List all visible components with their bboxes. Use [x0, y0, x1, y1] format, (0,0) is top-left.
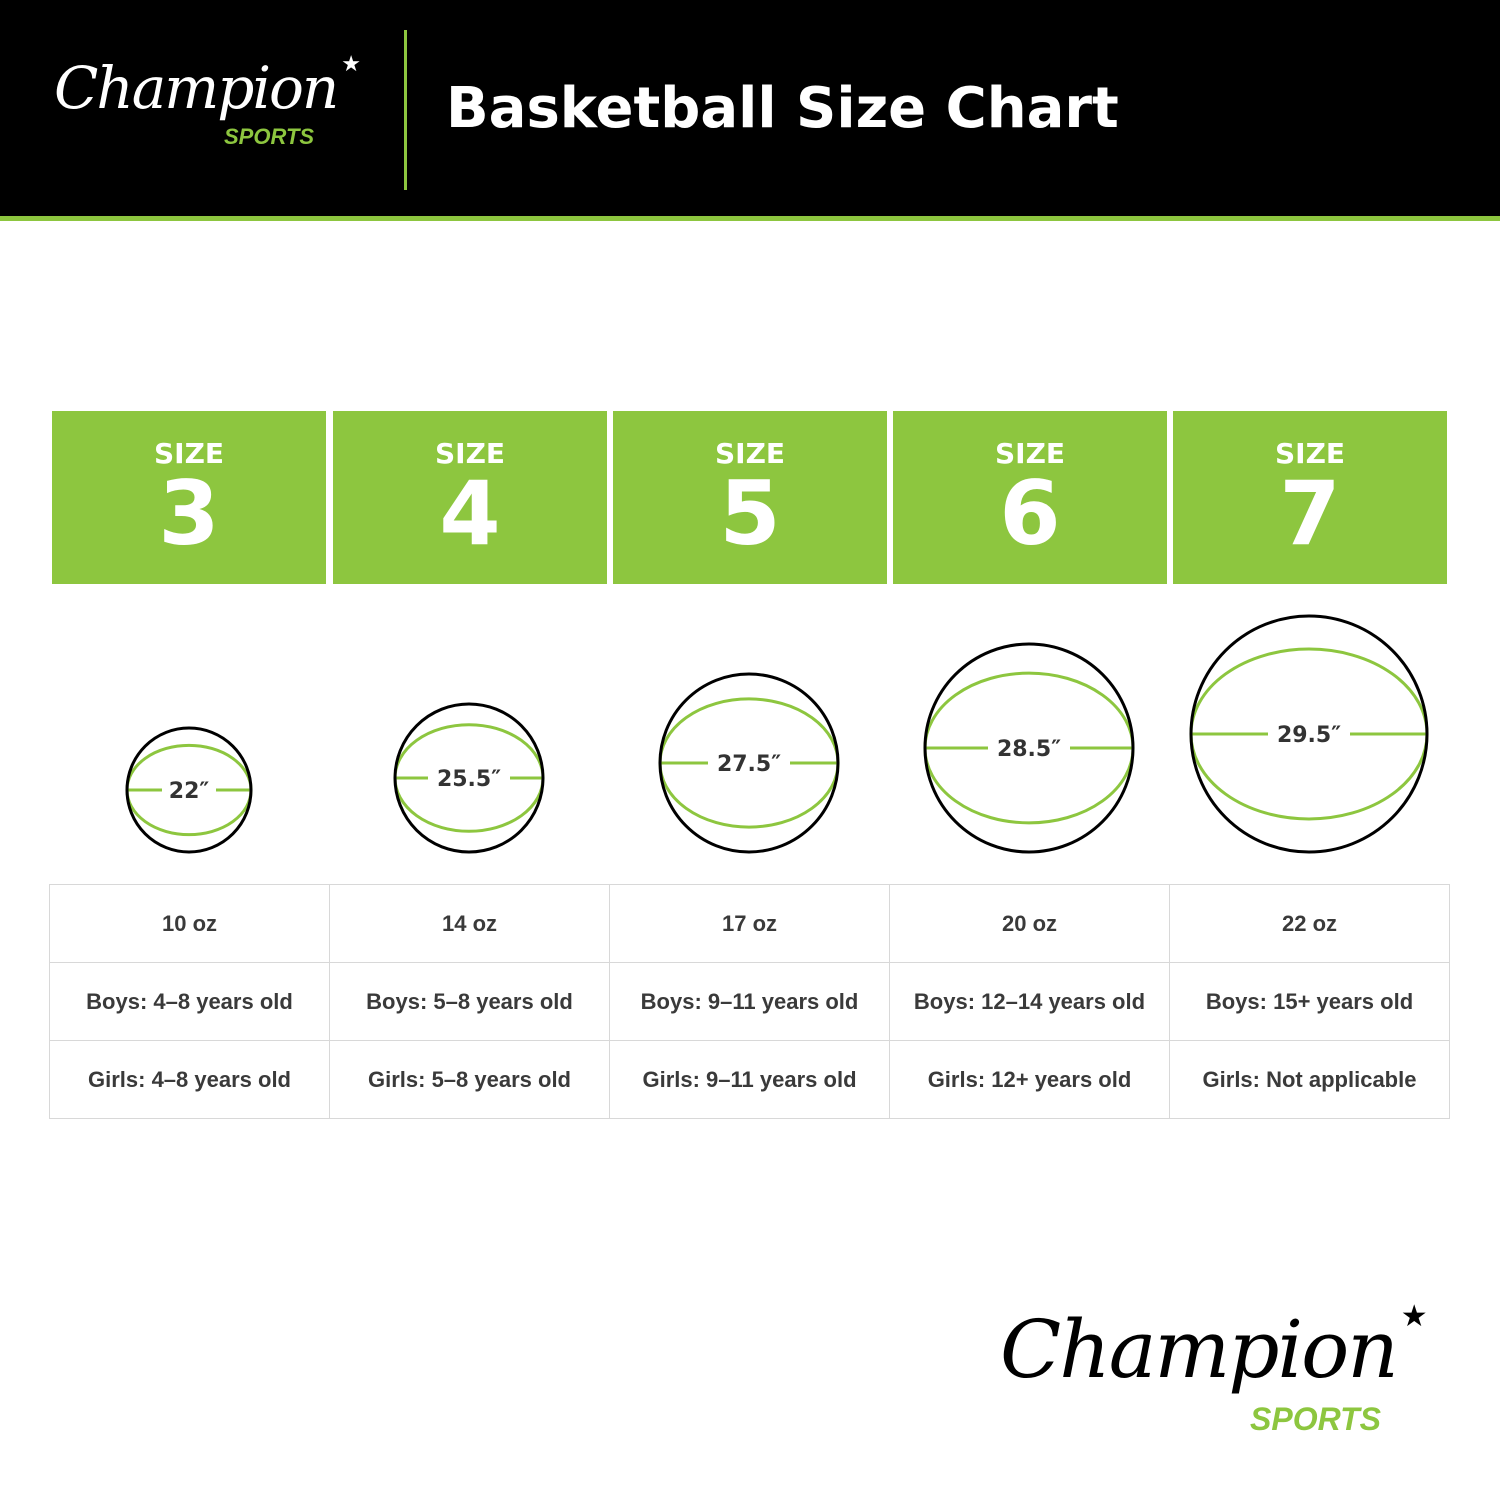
logo-script: Champion: [54, 54, 339, 122]
ball-size-6: 28.5″: [923, 642, 1135, 854]
girls-age-cell: Girls: 4–8 years old: [49, 1040, 330, 1119]
ball-outline: [393, 702, 545, 854]
ball-size-7: 29.5″: [1189, 614, 1429, 854]
ball-outline: [658, 672, 840, 854]
ball-size-4: 25.5″: [393, 702, 545, 854]
star-icon: ★: [341, 52, 361, 77]
size-number: 3: [158, 462, 220, 565]
logo-wordmark: Champion ★: [54, 52, 361, 124]
circumference-label: 25.5″: [437, 767, 501, 792]
boys-age-cell: Boys: 15+ years old: [1169, 962, 1450, 1041]
girls-age-cell: Girls: 5–8 years old: [329, 1040, 610, 1119]
ball-outline: [923, 642, 1135, 854]
ball-outline: [125, 726, 253, 854]
size-header-7: SIZE 7: [1173, 411, 1447, 584]
boys-age-cell: Boys: 9–11 years old: [609, 962, 890, 1041]
circumference-label: 27.5″: [717, 752, 781, 777]
size-header-4: SIZE 4: [333, 411, 607, 584]
header-divider: [404, 30, 407, 190]
boys-age-cell: Boys: 5–8 years old: [329, 962, 610, 1041]
footer-logo: Champion ★ SPORTS: [1000, 1300, 1428, 1438]
weight-cell: 22 oz: [1169, 884, 1450, 963]
page-title: Basketball Size Chart: [446, 76, 1119, 141]
boys-row: Boys: 4–8 years old Boys: 5–8 years old Bo…: [49, 962, 1450, 1041]
ball-size-3: 22″: [125, 726, 253, 854]
girls-row: Girls: 4–8 years old Girls: 5–8 years old…: [49, 1040, 1450, 1119]
size-number: 4: [439, 462, 501, 565]
circumference-label: 28.5″: [997, 737, 1061, 762]
size-table: 10 oz 14 oz 17 oz 20 oz 22 oz Boys: 4–8 year…: [49, 884, 1450, 1119]
size-label: SIZE: [153, 437, 224, 470]
size-label: SIZE: [1274, 437, 1345, 470]
star-icon: ★: [1400, 1299, 1428, 1334]
girls-age-cell: Girls: 9–11 years old: [609, 1040, 890, 1119]
weight-cell: 17 oz: [609, 884, 890, 963]
size-number: 5: [719, 462, 781, 565]
boys-age-cell: Boys: 12–14 years old: [889, 962, 1170, 1041]
girls-age-cell: Girls: 12+ years old: [889, 1040, 1170, 1119]
girls-age-cell: Girls: Not applicable: [1169, 1040, 1450, 1119]
logo-sports: SPORTS: [1250, 1401, 1381, 1437]
size-header-6: SIZE 6: [893, 411, 1167, 584]
weight-row: 10 oz 14 oz 17 oz 20 oz 22 oz: [49, 884, 1450, 963]
ball-outline: [1189, 614, 1429, 854]
size-header-5: SIZE 5: [613, 411, 887, 584]
circumference-label: 22″: [169, 779, 210, 804]
size-label: SIZE: [714, 437, 785, 470]
ball-size-5: 27.5″: [658, 672, 840, 854]
weight-cell: 10 oz: [49, 884, 330, 963]
logo-sports: SPORTS: [224, 124, 315, 149]
circumference-label: 29.5″: [1277, 723, 1341, 748]
size-number: 6: [999, 462, 1061, 565]
size-header-3: SIZE 3: [52, 411, 326, 584]
size-label: SIZE: [434, 437, 505, 470]
ball-diagrams: 22″ 25.5″ 27.5″ 28.5″ 29.5″: [125, 614, 1429, 854]
champion-sports-logo: Champion ★ SPORTS: [54, 52, 361, 150]
logo-script: Champion: [1000, 1303, 1399, 1396]
weight-cell: 14 oz: [329, 884, 610, 963]
header-bar: Champion ★ SPORTS Basketball Size Chart: [0, 0, 1500, 221]
size-number: 7: [1279, 462, 1341, 565]
logo-wordmark: Champion ★: [1000, 1300, 1428, 1400]
boys-age-cell: Boys: 4–8 years old: [49, 962, 330, 1041]
weight-cell: 20 oz: [889, 884, 1170, 963]
size-label: SIZE: [994, 437, 1065, 470]
